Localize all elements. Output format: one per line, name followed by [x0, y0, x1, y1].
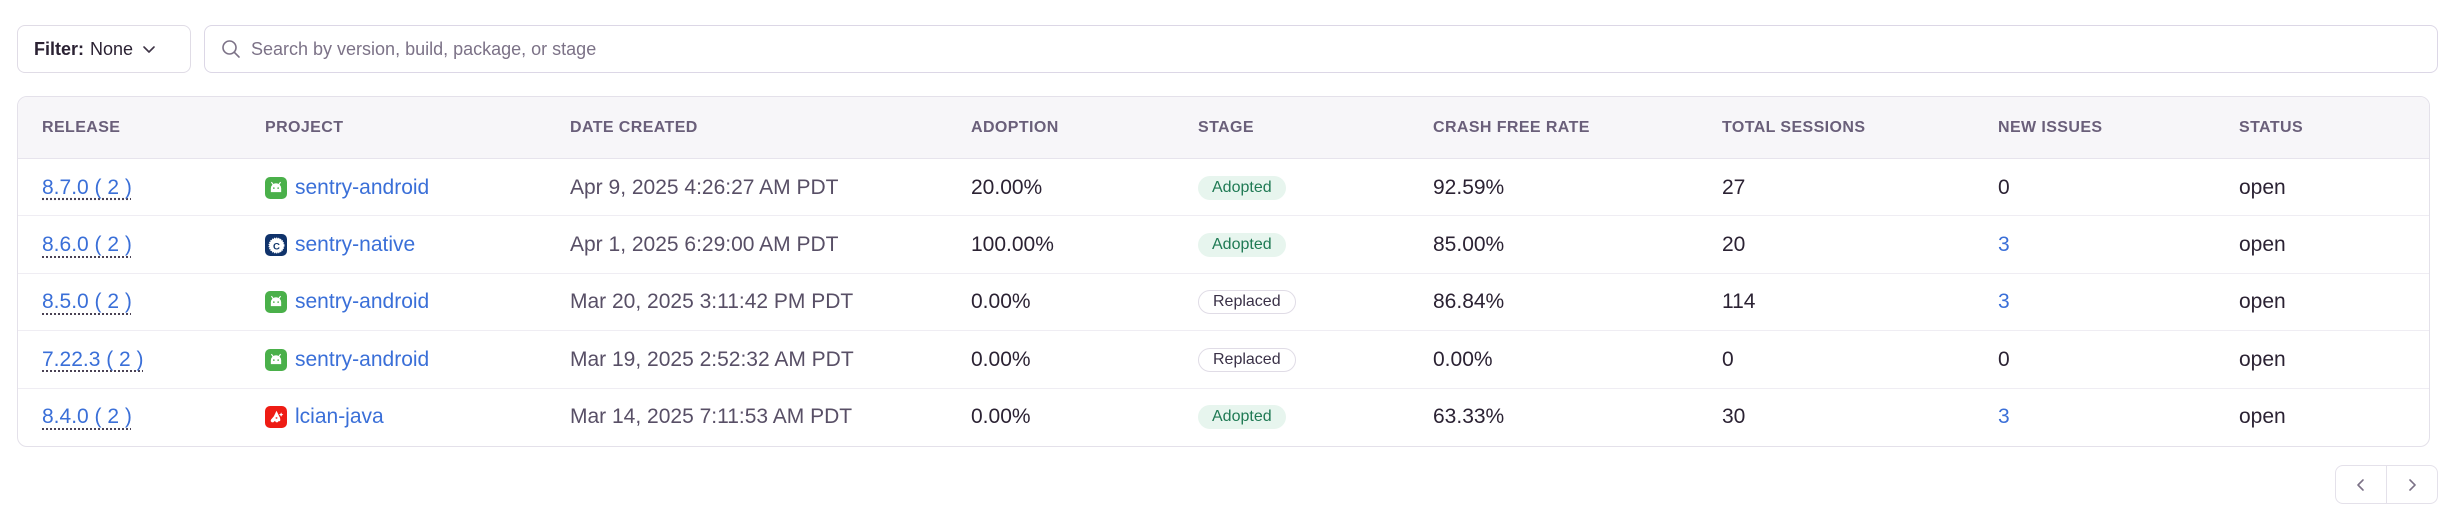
svg-text:C: C [273, 241, 280, 252]
